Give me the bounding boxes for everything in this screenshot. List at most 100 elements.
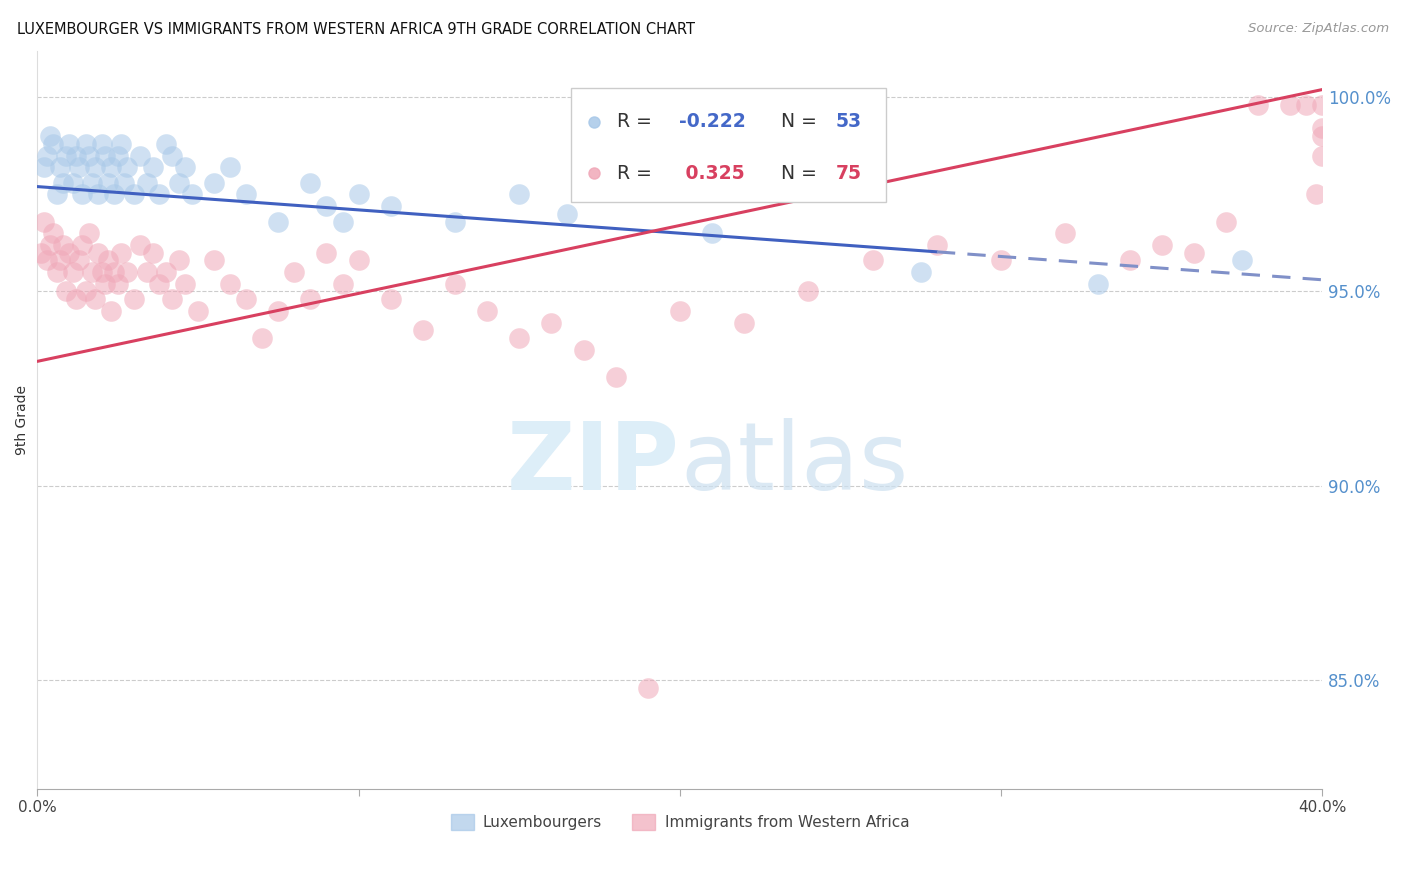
Point: [637, 681, 659, 695]
Point: [100, 304, 122, 318]
FancyBboxPatch shape: [571, 87, 886, 202]
Point: [557, 207, 579, 221]
Point: [475, 304, 498, 318]
Point: [135, 176, 157, 190]
Point: [148, 277, 170, 291]
Point: [347, 253, 370, 268]
Point: [1118, 253, 1140, 268]
Text: LUXEMBOURGER VS IMMIGRANTS FROM WESTERN AFRICA 9TH GRADE CORRELATION CHART: LUXEMBOURGER VS IMMIGRANTS FROM WESTERN …: [17, 22, 695, 37]
Point: [1054, 226, 1077, 240]
Point: [97, 253, 120, 268]
Point: [62, 265, 84, 279]
Point: [30, 245, 52, 260]
Point: [129, 237, 152, 252]
Point: [315, 245, 337, 260]
Point: [167, 176, 190, 190]
Point: [122, 187, 145, 202]
Point: [733, 316, 755, 330]
Text: 0.325: 0.325: [679, 164, 744, 183]
Point: [67, 160, 90, 174]
Point: [148, 187, 170, 202]
Point: [135, 265, 157, 279]
Point: [103, 265, 125, 279]
Point: [58, 245, 80, 260]
Point: [219, 277, 242, 291]
Point: [380, 199, 402, 213]
Point: [77, 226, 100, 240]
Point: [444, 214, 467, 228]
Point: [347, 187, 370, 202]
Point: [235, 292, 257, 306]
Point: [87, 187, 110, 202]
Point: [202, 176, 225, 190]
Point: [35, 253, 58, 268]
Point: [103, 187, 125, 202]
Point: [39, 237, 62, 252]
Point: [572, 343, 595, 357]
Point: [1295, 98, 1317, 112]
Point: [107, 148, 129, 162]
Point: [45, 187, 67, 202]
Point: [797, 285, 820, 299]
Text: 53: 53: [835, 112, 862, 131]
Point: [100, 160, 122, 174]
Point: [1312, 98, 1334, 112]
Point: [80, 176, 103, 190]
Point: [267, 304, 290, 318]
Point: [72, 237, 94, 252]
Point: [235, 187, 257, 202]
Text: N =: N =: [769, 112, 823, 131]
Point: [1312, 129, 1334, 144]
Point: [32, 160, 55, 174]
Point: [700, 226, 723, 240]
Point: [42, 226, 65, 240]
Point: [412, 323, 434, 337]
Point: [180, 187, 202, 202]
Point: [122, 292, 145, 306]
Point: [669, 304, 692, 318]
Point: [380, 292, 402, 306]
Point: [1150, 237, 1173, 252]
Point: [332, 214, 354, 228]
Point: [252, 331, 274, 345]
Point: [862, 253, 884, 268]
Text: atlas: atlas: [681, 417, 908, 510]
Point: [55, 148, 77, 162]
Point: [35, 148, 58, 162]
Point: [540, 316, 562, 330]
Point: [75, 136, 97, 151]
Point: [1312, 121, 1334, 136]
Point: [77, 148, 100, 162]
Point: [155, 265, 177, 279]
Point: [97, 176, 120, 190]
Text: -0.222: -0.222: [679, 112, 745, 131]
Point: [162, 292, 184, 306]
Legend: Luxembourgers, Immigrants from Western Africa: Luxembourgers, Immigrants from Western A…: [444, 808, 915, 836]
Point: [990, 253, 1012, 268]
Point: [162, 148, 184, 162]
Point: [72, 187, 94, 202]
Point: [174, 277, 197, 291]
Point: [65, 148, 87, 162]
Point: [1087, 277, 1109, 291]
Point: [202, 253, 225, 268]
Point: [605, 370, 627, 384]
Point: [219, 160, 242, 174]
Point: [55, 285, 77, 299]
Point: [110, 245, 132, 260]
Point: [299, 292, 322, 306]
Point: [112, 176, 135, 190]
Point: [129, 148, 152, 162]
Point: [32, 214, 55, 228]
Text: R =: R =: [617, 112, 658, 131]
Point: [58, 136, 80, 151]
Text: N =: N =: [769, 164, 823, 183]
Text: R =: R =: [617, 164, 658, 183]
Point: [49, 253, 72, 268]
Point: [155, 136, 177, 151]
Text: 75: 75: [835, 164, 862, 183]
Point: [142, 160, 165, 174]
Point: [65, 292, 87, 306]
Point: [110, 136, 132, 151]
Point: [52, 176, 75, 190]
